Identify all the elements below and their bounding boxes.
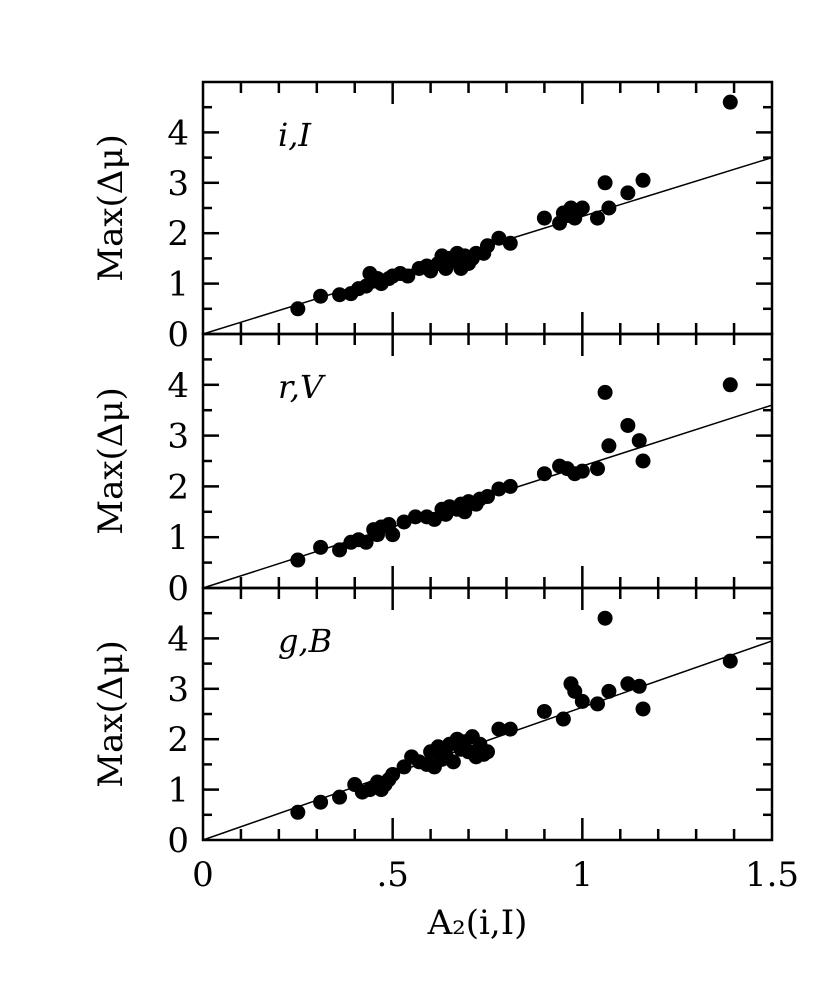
panel-3: 0 1 2 3 4 Max(Δμ) g,B 0 .5 1 1.5 A₂(i,I) (91, 586, 799, 943)
y-tick-label: 3 (167, 670, 189, 710)
y-tick-label: 4 (167, 366, 189, 406)
data-point (313, 539, 329, 555)
data-point (491, 481, 507, 497)
y-tick-label: 3 (167, 164, 189, 204)
data-point (480, 489, 495, 505)
data-point (574, 693, 590, 709)
panel-1: 0 1 2 3 4 Max(Δμ) i,I (91, 80, 774, 355)
panel-label: i,I (278, 116, 312, 154)
data-point (502, 235, 518, 251)
data-point (590, 210, 606, 226)
data-point (536, 703, 552, 719)
data-point (597, 175, 613, 191)
data-point (574, 200, 590, 216)
data-point (722, 377, 738, 393)
data-point (332, 789, 348, 805)
data-point (290, 301, 306, 317)
y-tick-label: 0 (167, 569, 189, 609)
data-point (620, 676, 636, 692)
data-point (400, 268, 416, 284)
data-point (590, 696, 606, 712)
fit-line (202, 640, 773, 841)
data-point (290, 804, 306, 820)
x-tick-label: 1.5 (745, 855, 799, 895)
y-tick-label: 2 (167, 214, 189, 254)
data-point (480, 744, 495, 760)
y-axis-label: Max(Δμ) (91, 640, 131, 787)
data-point (590, 461, 606, 477)
x-tick-label: .5 (376, 855, 408, 895)
data-point (635, 453, 651, 469)
data-point (620, 417, 636, 433)
y-axis-label: Max(Δμ) (91, 134, 131, 281)
data-point (620, 185, 636, 201)
data-point (635, 172, 651, 188)
data-point (536, 210, 552, 226)
data-point (601, 200, 617, 216)
data-point (722, 94, 738, 110)
data-point (385, 766, 401, 782)
data-point (445, 754, 461, 770)
panel-label: r,V (278, 368, 326, 406)
data-point (332, 542, 348, 558)
x-axis-label: A₂(i,I) (427, 903, 528, 943)
data-point (631, 678, 647, 694)
y-tick-label: 0 (167, 315, 189, 355)
y-tick-label: 1 (167, 771, 189, 811)
y-axis-label: Max(Δμ) (91, 387, 131, 534)
data-point (601, 683, 617, 699)
data-point (597, 610, 613, 626)
data-point (313, 288, 329, 304)
y-tick-label: 3 (167, 417, 189, 457)
panel-label: g,B (278, 622, 332, 660)
data-point (722, 653, 738, 669)
data-point (290, 552, 306, 568)
panel-2: 0 1 2 3 4 Max(Δμ) r,V (91, 332, 774, 609)
data-point (574, 463, 590, 479)
data-point (502, 478, 518, 494)
y-tick-label: 1 (167, 265, 189, 305)
data-point (631, 433, 647, 449)
data-point (491, 721, 507, 737)
data-point (635, 701, 651, 717)
data-point (555, 711, 571, 727)
data-point (502, 721, 518, 737)
data-point (313, 794, 329, 810)
y-tick-label: 0 (167, 821, 189, 861)
data-point (396, 514, 412, 530)
x-tick-label: 0 (192, 855, 214, 895)
data-point (597, 384, 613, 400)
y-tick-label: 4 (167, 113, 189, 153)
data-point (407, 509, 423, 525)
data-point (491, 230, 507, 246)
x-tick-label: 1 (572, 855, 594, 895)
data-point (358, 534, 374, 550)
y-tick-label: 2 (167, 467, 189, 507)
y-tick-label: 4 (167, 619, 189, 659)
data-point (601, 438, 617, 454)
data-point (385, 527, 401, 543)
plot-root: 0 1 2 3 4 Max(Δμ) i,I 0 1 2 3 4 Max(Δμ) r,V 0 1 2 3 4 Max(Δ… (91, 80, 799, 943)
data-point (480, 238, 495, 254)
y-tick-label: 1 (167, 518, 189, 558)
data-point (536, 466, 552, 482)
y-tick-label: 2 (167, 720, 189, 760)
data-point (332, 287, 348, 303)
